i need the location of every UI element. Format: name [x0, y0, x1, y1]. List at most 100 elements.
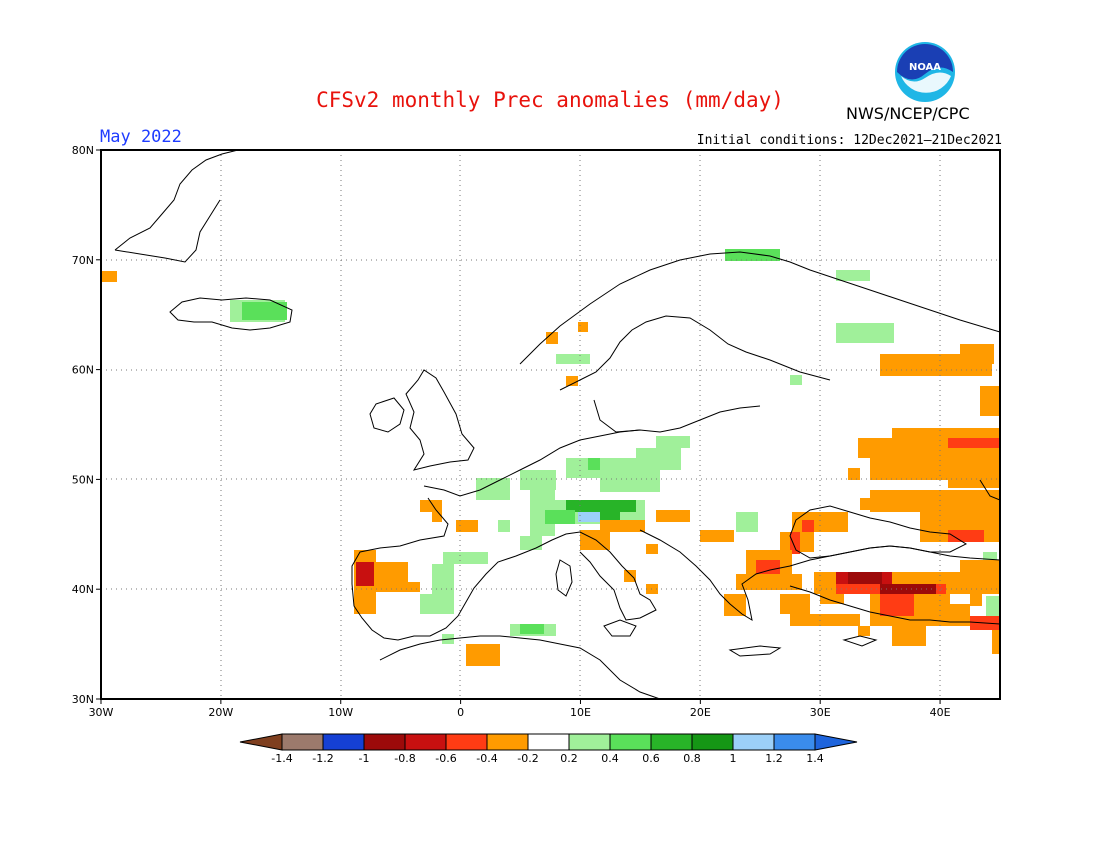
- caspian-coast: [979, 479, 1000, 501]
- coastlines: [114, 150, 1000, 699]
- lon-tick-label: 30E: [810, 706, 831, 719]
- lat-tick-label: 70N: [72, 254, 94, 267]
- crete-cyprus-coast: [728, 635, 878, 657]
- anomaly-cell: [948, 604, 970, 626]
- legend-boxes: [239, 733, 858, 751]
- legend-arrow-right: [814, 733, 858, 751]
- legend-box: [773, 733, 816, 751]
- north-africa-coast: [379, 635, 661, 699]
- anomaly-cell: [820, 594, 844, 604]
- legend-box: [363, 733, 406, 751]
- anomaly-cell: [960, 560, 1000, 572]
- anomaly-cell: [983, 552, 997, 562]
- anomaly-cell: [420, 500, 442, 512]
- legend-box: [322, 733, 365, 751]
- anomaly-cell: [498, 520, 510, 532]
- anomaly-cell: [646, 544, 658, 554]
- anomaly-cell: [456, 520, 478, 532]
- map-title: CFSv2 monthly Prec anomalies (mm/day): [0, 88, 1100, 112]
- lat-tick-label: 40N: [72, 583, 94, 596]
- legend-box: [650, 733, 693, 751]
- anomaly-cell: [356, 562, 374, 586]
- lon-tick-label: 40E: [930, 706, 951, 719]
- anomaly-cell: [948, 530, 984, 542]
- anomaly-cell: [443, 552, 488, 564]
- map-title-text: CFSv2 monthly Prec anomalies (mm/day): [316, 88, 784, 112]
- anomaly-cell: [556, 354, 590, 364]
- anomaly-cell: [386, 582, 420, 592]
- anomaly-cell: [892, 626, 926, 646]
- agency-label: NWS/NCEP/CPC: [846, 104, 970, 123]
- anomaly-cell: [588, 458, 600, 470]
- legend-label: -1: [359, 752, 370, 765]
- anomaly-cell: [520, 470, 556, 490]
- legend-label: -1.2: [312, 752, 333, 765]
- anomaly-cell: [848, 572, 882, 584]
- anomaly-cell: [101, 271, 117, 282]
- lat-tick-label: 50N: [72, 473, 94, 486]
- anomaly-cell: [545, 510, 575, 524]
- anomaly-cell: [420, 594, 454, 614]
- anomaly-cell: [566, 376, 578, 386]
- lat-tick-label: 80N: [72, 144, 94, 157]
- anomaly-cell: [646, 584, 658, 594]
- lat-tick-label: 60N: [72, 364, 94, 377]
- anomaly-cell: [780, 594, 810, 614]
- anomaly-cell: [960, 344, 994, 364]
- anomaly-cell: [870, 458, 950, 480]
- initial-conditions: Initial conditions: 12Dec2021—21Dec2021: [696, 133, 1002, 148]
- legend-label: 1: [730, 752, 737, 765]
- anomaly-cell: [600, 512, 620, 522]
- sardinia-corsica-coast: [555, 559, 573, 597]
- iceland-coast: [169, 297, 293, 331]
- anomaly-cell: [736, 574, 802, 590]
- anomaly-cell: [948, 448, 1000, 488]
- noaa-logo-text: NOAA: [909, 62, 941, 73]
- legend-label: 1.2: [765, 752, 783, 765]
- anomaly-cell: [880, 594, 914, 616]
- anomaly-cell: [520, 536, 542, 550]
- anomaly-cell: [836, 323, 894, 343]
- legend-label: -0.2: [517, 752, 538, 765]
- anomaly-cell: [986, 596, 1000, 616]
- anomaly-cell: [566, 500, 636, 512]
- anomaly-cell: [578, 512, 602, 522]
- greenland-coast: [114, 150, 239, 263]
- legend-label: -0.6: [435, 752, 456, 765]
- anomaly-cell: [980, 386, 1000, 416]
- legend-label: -0.4: [476, 752, 497, 765]
- anomaly-cell: [790, 375, 802, 385]
- forecast-month: May 2022: [100, 127, 182, 147]
- anomaly-cell: [432, 510, 442, 522]
- map-frame: [100, 149, 1001, 700]
- legend-label: -1.4: [271, 752, 292, 765]
- legend-box: [568, 733, 611, 751]
- lon-tick-label: 20W: [208, 706, 233, 719]
- legend-label: -0.8: [394, 752, 415, 765]
- anomaly-cell: [802, 520, 814, 532]
- anomaly-cell: [476, 478, 510, 500]
- anomaly-cell: [880, 584, 936, 594]
- legend-box: [609, 733, 652, 751]
- anomaly-cell: [624, 570, 636, 582]
- anomaly-cell: [870, 490, 1000, 512]
- anomaly-cell: [858, 438, 892, 458]
- anomaly-cell: [858, 626, 870, 636]
- lon-tick-label: 10E: [570, 706, 591, 719]
- anomaly-cell: [656, 510, 690, 522]
- ireland-britain-coast: [369, 369, 475, 471]
- anomaly-cell: [600, 470, 660, 492]
- anomaly-cell: [578, 322, 588, 332]
- legend-box: [527, 733, 570, 751]
- noaa-logo-icon: NOAA: [895, 42, 955, 102]
- lat-axis: 30N 40N 50N 60N 70N 80N: [72, 144, 101, 706]
- legend-labels: -1.4 -1.2 -1 -0.8 -0.6 -0.4 -0.2 0.2 0.4 0.6 0.8 1 1…: [271, 752, 823, 765]
- sicily-coast: [603, 619, 637, 637]
- anomaly-cell: [756, 560, 780, 578]
- anomaly-cells: [101, 249, 1000, 666]
- legend-label: 0.8: [683, 752, 701, 765]
- legend-box: [691, 733, 734, 751]
- anomaly-cell: [656, 436, 690, 448]
- legend-box: [486, 733, 529, 751]
